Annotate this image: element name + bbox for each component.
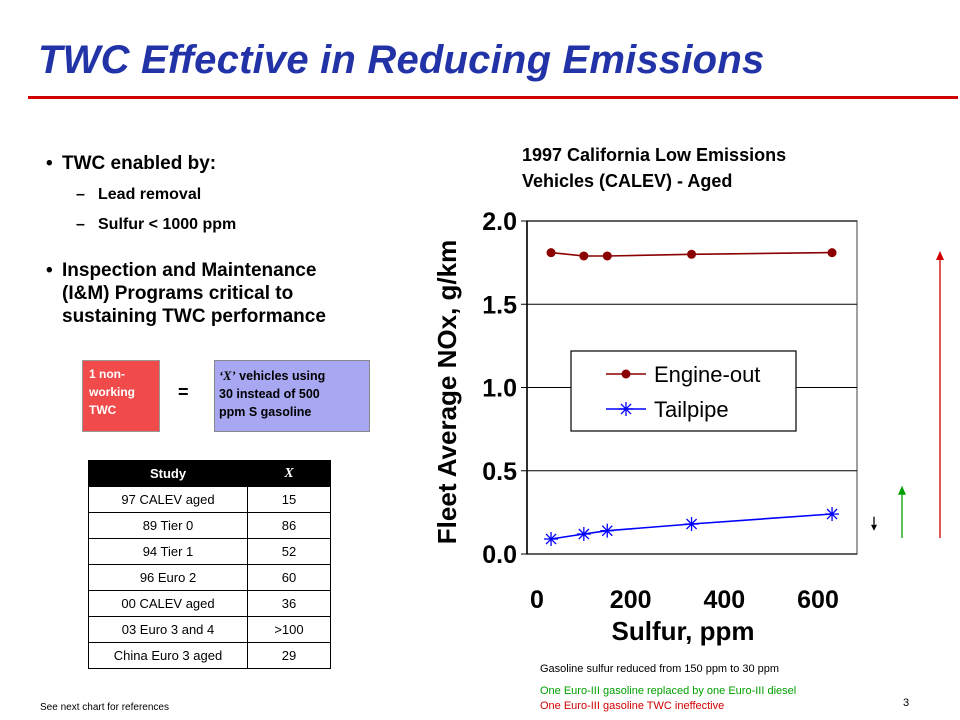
header-x: X bbox=[247, 460, 331, 487]
x-tick-label: 600 bbox=[797, 586, 839, 614]
legend-box bbox=[570, 350, 797, 432]
x-symbol: ‘X’ bbox=[219, 369, 236, 383]
arrow-head bbox=[936, 250, 944, 260]
box-text: vehicles using bbox=[235, 369, 326, 383]
footnote-twc-ineffective: One Euro-III gasoline TWC ineffective bbox=[540, 700, 725, 712]
bullet-line: Inspection and Maintenance bbox=[62, 260, 317, 281]
tailpipe-point bbox=[576, 527, 591, 542]
star-stroke bbox=[601, 525, 613, 537]
study-cell: China Euro 3 aged bbox=[88, 642, 248, 669]
star-stroke bbox=[545, 533, 557, 545]
tailpipe-point bbox=[544, 532, 559, 547]
x-vehicles-box: ‘X’ vehicles using 30 instead of 500 ppm… bbox=[214, 360, 370, 432]
legend-label-engine-out: Engine-out bbox=[654, 362, 760, 387]
table-row: 97 CALEV aged 15 bbox=[88, 486, 331, 513]
study-cell: 00 CALEV aged bbox=[88, 590, 248, 617]
table-header-row: Study X bbox=[88, 460, 331, 487]
chart-title: 1997 California Low Emissions Vehicles (… bbox=[522, 142, 786, 194]
bullet-line: (I&M) Programs critical to bbox=[62, 283, 294, 304]
sub-bullet-dash: – bbox=[76, 186, 85, 203]
chart-title-line: 1997 California Low Emissions bbox=[522, 145, 787, 165]
y-tick-label: 1.0 bbox=[482, 375, 517, 403]
non-working-twc-box: 1 non- working TWC bbox=[82, 360, 160, 432]
y-tick-label: 0.5 bbox=[482, 458, 517, 486]
study-cell: 97 CALEV aged bbox=[88, 486, 248, 513]
y-axis-label: Fleet Average NOx, g/km bbox=[432, 240, 462, 544]
y-tick-label: 2.0 bbox=[482, 208, 517, 236]
x-cell: >100 bbox=[247, 616, 331, 643]
star-stroke bbox=[826, 508, 838, 520]
box-line: working bbox=[89, 385, 136, 399]
x-tick-label: 400 bbox=[703, 586, 745, 614]
box-line: ‘X’ vehicles using bbox=[219, 367, 369, 385]
equals-sign: = bbox=[178, 382, 189, 402]
page-number: 3 bbox=[903, 697, 910, 709]
bullet-dot: • bbox=[46, 260, 53, 281]
bullet-twc-enabled: • TWC enabled by: bbox=[46, 152, 217, 175]
bullet-im-programs: • Inspection and Maintenance (I&M) Progr… bbox=[46, 259, 326, 328]
x-cell: 29 bbox=[247, 642, 331, 669]
chart-title-line: Vehicles (CALEV) - Aged bbox=[522, 171, 733, 191]
study-cell: 03 Euro 3 and 4 bbox=[88, 616, 248, 643]
tailpipe-point bbox=[600, 523, 615, 538]
box-line: TWC bbox=[89, 403, 117, 417]
y-tick-label: 0.0 bbox=[482, 541, 517, 569]
engine-out-point bbox=[579, 251, 589, 261]
bullet-dot: • bbox=[46, 153, 53, 174]
y-tick-label: 1.5 bbox=[482, 291, 517, 319]
bullet-text: TWC enabled by: bbox=[62, 153, 217, 174]
tailpipe-point bbox=[825, 507, 840, 522]
legend-marker-tailpipe bbox=[619, 402, 633, 416]
x-tick-label: 0 bbox=[530, 586, 544, 614]
sub-bullet-lead: – Lead removal bbox=[76, 186, 202, 204]
footnote-references: See next chart for references bbox=[40, 702, 169, 713]
footnote-diesel: One Euro-III gasoline replaced by one Eu… bbox=[540, 685, 797, 697]
engine-out-point bbox=[602, 251, 612, 261]
study-table: Study X 97 CALEV aged 15 89 Tier 0 86 94 T… bbox=[88, 460, 331, 669]
x-tick-label: 200 bbox=[610, 586, 652, 614]
sub-bullet-text: Sulfur < 1000 ppm bbox=[98, 216, 237, 233]
engine-out-point bbox=[687, 249, 697, 259]
x-cell: 15 bbox=[247, 486, 331, 513]
engine-out-point bbox=[827, 248, 837, 258]
sub-bullet-sulfur: – Sulfur < 1000 ppm bbox=[76, 216, 237, 234]
box-line: 1 non- bbox=[89, 367, 125, 381]
x-cell: 36 bbox=[247, 590, 331, 617]
bullet-line: sustaining TWC performance bbox=[62, 306, 326, 327]
title-underline bbox=[28, 96, 958, 99]
table-row: China Euro 3 aged 29 bbox=[88, 642, 331, 669]
star-stroke bbox=[578, 528, 590, 540]
x-axis-label: Sulfur, ppm bbox=[612, 616, 755, 646]
tailpipe-point bbox=[684, 517, 699, 532]
footnote-sulfur: Gasoline sulfur reduced from 150 ppm to … bbox=[540, 663, 780, 675]
star-stroke bbox=[620, 403, 632, 415]
legend-marker-engine-out bbox=[621, 369, 631, 379]
box-line: ppm S gasoline bbox=[219, 405, 312, 419]
legend-label-tailpipe: Tailpipe bbox=[654, 397, 729, 422]
table-row: 03 Euro 3 and 4 >100 bbox=[88, 616, 331, 643]
sub-bullet-dash: – bbox=[76, 216, 85, 233]
sub-bullet-text: Lead removal bbox=[98, 186, 202, 203]
table-row: 00 CALEV aged 36 bbox=[88, 590, 331, 617]
x-cell: 86 bbox=[247, 512, 331, 539]
arrow-head bbox=[871, 524, 877, 531]
arrow-head bbox=[898, 485, 906, 495]
engine-out-point bbox=[546, 248, 556, 258]
box-line: 30 instead of 500 bbox=[219, 387, 320, 401]
slide-title: TWC Effective in Reducing Emissions bbox=[38, 38, 765, 82]
star-stroke bbox=[686, 518, 698, 530]
